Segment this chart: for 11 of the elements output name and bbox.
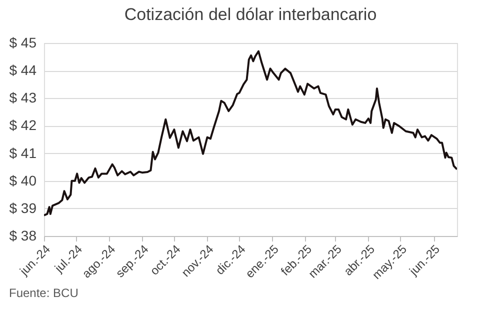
line-series — [44, 50, 457, 216]
y-tick-label: $ 41 — [9, 144, 37, 161]
y-tick-label: $ 45 — [9, 34, 37, 50]
y-tick-label: $ 40 — [9, 172, 37, 188]
y-tick-label: $ 39 — [9, 200, 37, 216]
y-tick-label: $ 43 — [9, 90, 37, 106]
source-note: Fuente: BCU — [9, 286, 78, 300]
y-tick-label: $ 44 — [9, 62, 37, 78]
y-tick-label: $ 38 — [9, 228, 37, 244]
chart-title: Cotización del dólar interbancario — [124, 5, 377, 24]
y-tick-label: $ 42 — [9, 117, 37, 134]
